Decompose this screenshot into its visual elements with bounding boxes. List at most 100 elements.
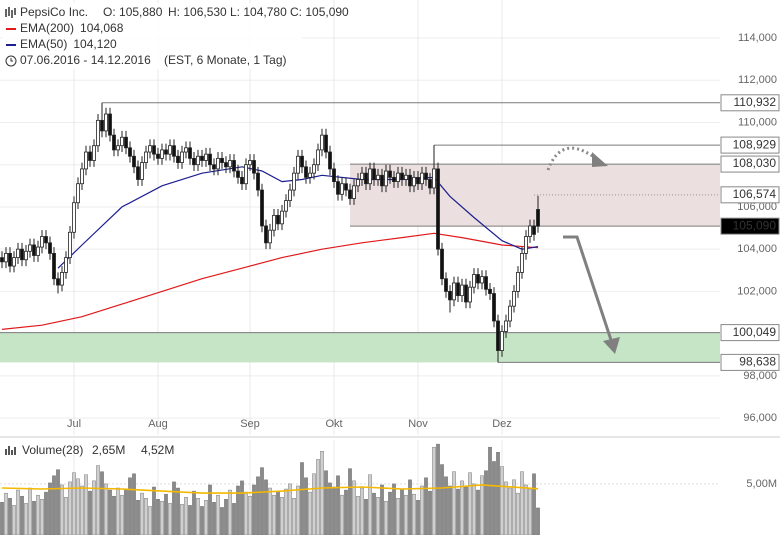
candle-body <box>436 168 440 250</box>
candle-body <box>116 145 120 151</box>
candle-body <box>196 155 200 166</box>
volume-bar <box>344 489 348 535</box>
x-tick-label: Nov <box>408 418 428 430</box>
volume-bar <box>524 484 528 535</box>
volume-bar <box>28 487 32 535</box>
volume-bar <box>424 477 428 535</box>
volume-bar <box>236 485 240 535</box>
level-label-box <box>720 186 780 204</box>
volume-title: Volume(28) <box>22 443 83 457</box>
volume-bar <box>56 469 60 535</box>
level-label-box <box>720 136 780 154</box>
volume-bar <box>0 502 4 535</box>
candle-body <box>308 172 312 178</box>
volume-ma-line <box>1 484 539 494</box>
volume-bar <box>400 488 404 535</box>
volume-bar <box>492 461 496 535</box>
candle-body <box>340 183 344 195</box>
zone <box>0 332 720 363</box>
candle-body <box>264 225 268 244</box>
volume-bar <box>8 498 12 535</box>
volume-bar <box>240 480 244 535</box>
candle-body <box>148 145 152 153</box>
volume-bar <box>452 471 456 535</box>
candle-body <box>372 168 376 180</box>
y-tick-label: 98,000 <box>743 370 777 382</box>
level-label: 100,049 <box>733 325 777 339</box>
candle-body <box>516 272 520 292</box>
volume-current: 2,65M <box>92 443 125 457</box>
volume-bar <box>244 491 248 535</box>
candle-body <box>360 172 364 180</box>
volume-icon <box>5 446 16 455</box>
x-tick-label: Dez <box>492 418 512 430</box>
candle-body <box>368 168 372 185</box>
candle-body <box>212 164 216 170</box>
candle-body <box>0 257 4 263</box>
candle-body <box>168 145 172 155</box>
candle-body <box>228 160 232 168</box>
candle-body <box>208 153 212 166</box>
candle-body <box>96 119 100 147</box>
volume-bar <box>328 482 332 535</box>
candle-body <box>64 257 68 273</box>
volume-bar <box>136 500 140 535</box>
candle-body <box>364 172 368 185</box>
candle-body <box>32 244 36 256</box>
candle-body <box>252 160 256 174</box>
volume-bar <box>180 504 184 535</box>
candle-body <box>456 282 460 297</box>
candle-body <box>40 236 44 248</box>
legend-value: 104,120 <box>73 37 117 51</box>
candle-body <box>236 170 240 178</box>
candle-body <box>448 291 452 301</box>
candle-body <box>304 166 308 178</box>
volume-bar <box>484 470 488 535</box>
quote-low: L: 104,780 <box>230 5 287 19</box>
scenario-arrow-down <box>563 235 614 344</box>
quote-name: C: <box>290 5 302 19</box>
candle-body <box>276 214 280 225</box>
volume-bar <box>92 480 96 535</box>
candle-body <box>344 183 348 191</box>
volume-bar <box>500 466 504 535</box>
candle-body <box>80 168 84 185</box>
quote-open: O: 105,880 <box>103 5 163 19</box>
quote-name: O: <box>103 5 116 19</box>
volume-bar <box>300 462 304 535</box>
volume-bar <box>440 464 444 535</box>
candle-body <box>504 320 508 332</box>
x-tick-label: Sep <box>240 418 260 430</box>
candle-body <box>280 210 284 225</box>
volume-bar <box>320 451 324 535</box>
volume-bar <box>148 506 152 535</box>
arrows <box>546 146 620 354</box>
quote-close: C: 105,090 <box>290 5 349 19</box>
candle-body <box>188 147 192 159</box>
volume-bar <box>352 480 356 535</box>
volume-bar <box>80 485 84 535</box>
candle-body <box>84 151 88 170</box>
volume-bar <box>96 465 100 535</box>
volume-bar <box>48 482 52 535</box>
volume-bar <box>288 483 292 535</box>
ticker-icon <box>5 7 16 18</box>
volume-bar <box>24 503 28 535</box>
volume-bar <box>372 492 376 535</box>
candle-body <box>376 174 380 180</box>
volume-bar <box>468 472 472 535</box>
volume-header: Volume(28) 2,65M 4,52M <box>5 443 174 457</box>
candle-body <box>240 176 244 185</box>
volume-bar <box>336 475 340 535</box>
candle-body <box>224 162 228 168</box>
candle-body <box>200 155 204 161</box>
candle-body <box>260 189 264 227</box>
volume-bar <box>76 478 80 535</box>
candle-body <box>512 291 516 307</box>
ema-line <box>1 232 539 330</box>
volume-bar <box>88 490 92 535</box>
candle-body <box>136 166 140 180</box>
y-tick-label: 106,000 <box>737 201 777 213</box>
